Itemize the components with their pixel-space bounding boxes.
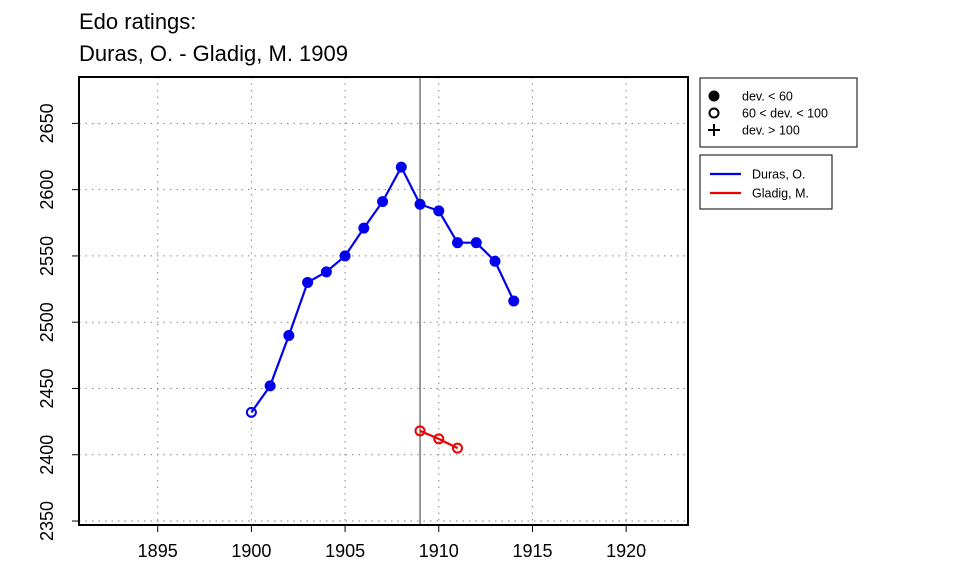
series-1	[414, 425, 464, 454]
chart-title-line-2: Duras, O. - Gladig, M. 1909	[79, 41, 348, 66]
series-0-point-7	[377, 196, 389, 208]
marker-legend-box	[699, 77, 858, 148]
marker-legend-symbol-1	[708, 107, 720, 119]
x-tick-label-2: 1905	[325, 541, 365, 561]
series-legend-box	[699, 154, 833, 210]
series-0-point-5	[339, 250, 351, 262]
y-tick-label-4: 2550	[37, 236, 57, 276]
grid-lines	[79, 77, 688, 525]
series-legend: Duras, O. Gladig, M.	[699, 154, 833, 210]
series-0-point-3	[302, 276, 314, 288]
y-tick-label-1: 2400	[37, 435, 57, 475]
series-0-point-9	[414, 198, 426, 210]
marker-legend-label-0: dev. < 60	[742, 90, 793, 104]
x-tick-label-4: 1915	[512, 541, 552, 561]
x-tick-label-1: 1900	[231, 541, 271, 561]
series-0-point-13	[489, 255, 501, 267]
series-1-point-0	[414, 425, 426, 437]
marker-legend-symbol-2	[708, 124, 720, 136]
y-axis: 2350 2400 2450 2500 2550 2600 2650	[37, 103, 79, 541]
series-0-point-8	[395, 161, 407, 173]
y-tick-label-6: 2650	[37, 103, 57, 143]
x-tick-label-3: 1910	[419, 541, 459, 561]
y-tick-label-0: 2350	[37, 501, 57, 541]
y-tick-label-2: 2450	[37, 368, 57, 408]
marker-legend-label-1: 60 < dev. < 100	[742, 107, 828, 121]
series-1-point-2	[452, 442, 464, 454]
x-tick-label-0: 1895	[138, 541, 178, 561]
series-0-point-2	[283, 329, 295, 341]
series-layer	[245, 161, 520, 454]
y-tick-label-3: 2500	[37, 302, 57, 342]
chart-title-line-1: Edo ratings:	[79, 9, 196, 34]
series-0-point-10	[433, 205, 445, 217]
series-0-point-4	[320, 266, 332, 278]
x-axis: 1895 1900 1905 1910 1915 1920	[138, 525, 646, 561]
plot-frame	[78, 76, 689, 526]
series-line-1	[419, 429, 459, 450]
series-legend-label-0: Duras, O.	[752, 168, 806, 182]
marker-legend-label-2: dev. > 100	[742, 124, 800, 138]
series-0-point-14	[508, 295, 520, 307]
series-legend-label-1: Gladig, M.	[752, 187, 809, 201]
marker-legend: dev. < 60 60 < dev. < 100 dev. > 100	[699, 77, 858, 148]
series-0-point-12	[470, 237, 482, 249]
series-0-point-0	[245, 406, 257, 418]
series-0	[245, 161, 520, 418]
x-tick-label-5: 1920	[606, 541, 646, 561]
series-0-point-1	[264, 380, 276, 392]
marker-legend-symbol-0	[708, 90, 720, 102]
series-0-point-11	[452, 237, 464, 249]
series-0-point-6	[358, 222, 370, 234]
series-1-point-1	[433, 433, 445, 445]
y-tick-label-5: 2600	[37, 170, 57, 210]
